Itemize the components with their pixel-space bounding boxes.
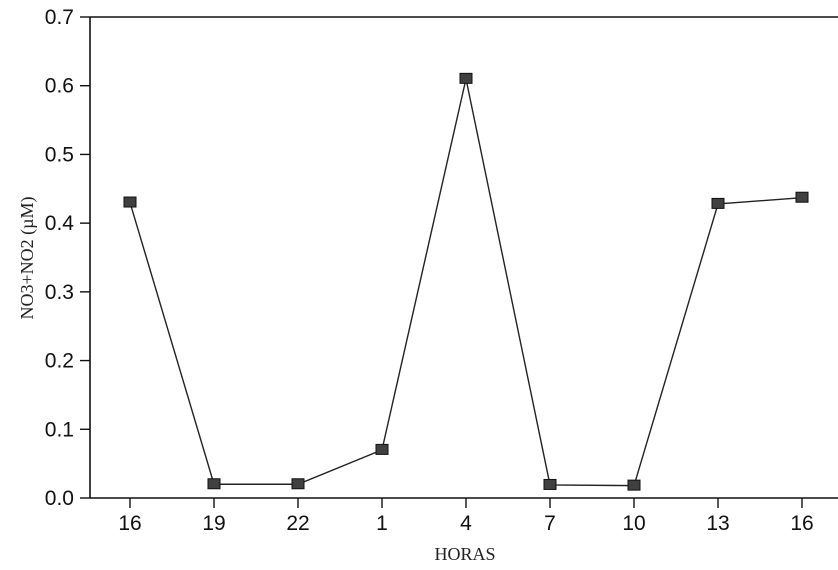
data-point-marker <box>459 72 473 84</box>
x-tick-label: 19 <box>202 512 225 535</box>
x-tick-label: 7 <box>544 512 556 535</box>
y-tick-label: 0.4 <box>45 212 75 235</box>
data-point-marker <box>543 478 557 490</box>
y-axis-title: NO3+NO2 (µM) <box>17 196 38 319</box>
y-tick-label: 0.5 <box>45 143 74 166</box>
data-point-marker <box>627 479 641 491</box>
x-tick-label: 1 <box>376 512 388 535</box>
data-point-marker <box>795 191 809 203</box>
x-tick-label: 16 <box>118 512 141 535</box>
y-tick-label: 0.6 <box>45 75 74 98</box>
x-tick-label: 22 <box>286 512 309 535</box>
data-point-marker <box>375 443 389 455</box>
x-tick-label: 4 <box>460 512 472 535</box>
x-axis-ticks: 16 19 22 1 4 7 10 13 16 <box>118 498 814 535</box>
data-point-marker <box>291 478 305 490</box>
y-tick-label: 0.3 <box>45 281 74 304</box>
x-tick-label: 13 <box>706 512 729 535</box>
x-axis-title: HORAS <box>434 544 495 564</box>
y-tick-label: 0.7 <box>45 6 74 29</box>
data-point-marker <box>207 478 221 490</box>
x-tick-label: 16 <box>790 512 813 535</box>
series-group <box>123 72 809 491</box>
y-tick-label: 0.2 <box>45 350 74 373</box>
x-tick-label: 10 <box>622 512 645 535</box>
data-point-marker <box>711 197 725 209</box>
series-line <box>129 78 803 487</box>
y-axis-ticks: 0.0 0.1 0.2 0.3 0.4 0.5 0.6 0.7 <box>45 6 90 510</box>
y-tick-label: 0.1 <box>45 418 74 441</box>
y-tick-label: 0.0 <box>45 487 74 510</box>
data-point-marker <box>123 196 137 208</box>
